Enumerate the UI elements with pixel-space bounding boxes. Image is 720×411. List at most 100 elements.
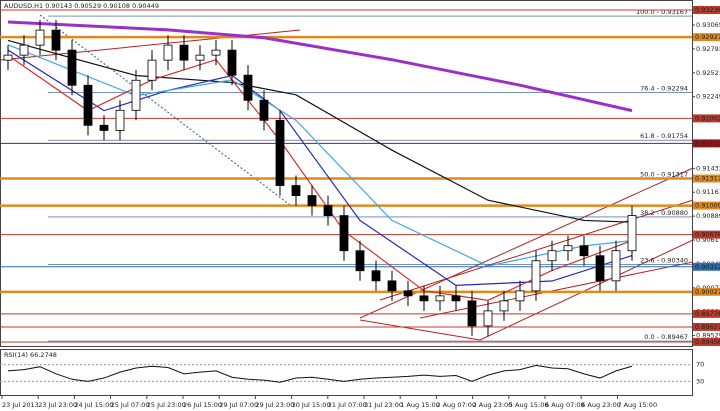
level-label-bg — [693, 114, 720, 123]
candle-body — [243, 74, 253, 101]
level-label: 0.89456 — [695, 338, 720, 346]
x-tick-label: 6 Aug 07:00 — [545, 401, 585, 409]
y-tick-label: 0.92249 — [696, 93, 720, 101]
x-tick-label: 2 Aug 23:00 — [473, 401, 513, 409]
moving-average — [7, 20, 633, 113]
fib-label: 23.6 - 0.90340 — [640, 256, 688, 264]
candle-body — [323, 205, 333, 216]
y-tick-label: 0.92793 — [696, 45, 720, 53]
x-tick-label: 31 Jul 07:00 — [328, 401, 367, 409]
rsi-label: RSI(14) 66.2748 — [4, 351, 57, 359]
candle-body — [595, 255, 605, 282]
level-label-bg — [693, 6, 720, 15]
level-label: 0.92002 — [695, 114, 720, 122]
level-label-bg — [693, 309, 720, 318]
y-tick-label: 0.93065 — [696, 21, 720, 29]
level-label-bg — [693, 337, 720, 346]
level-label: 0.90027 — [695, 288, 720, 296]
fib-label: 61.8 - 0.91754 — [640, 132, 688, 140]
main-pane-frame — [0, 0, 693, 347]
x-tick-label: 29 Jul 23:00 — [255, 401, 294, 409]
candle-body — [147, 59, 157, 81]
rsi-pane-frame — [0, 349, 693, 396]
candle-body — [131, 79, 141, 111]
x-tick-label: 23 Jul 2013 — [2, 401, 39, 409]
x-tick-label: 5 Aug 15:00 — [509, 401, 549, 409]
candle-body — [355, 250, 365, 272]
level-label: 0.90678 — [695, 231, 720, 239]
y-tick-label: 0.89529 — [696, 332, 720, 340]
candle-body — [227, 49, 237, 76]
channel-line — [479, 239, 694, 341]
candle-body — [371, 270, 381, 282]
candle-body — [275, 119, 285, 186]
level-label-bg — [693, 322, 720, 331]
x-tick-label: 29 Jul 07:00 — [219, 401, 258, 409]
candle-body — [99, 124, 109, 131]
fib-label: 50.0 - 0.91317 — [640, 171, 688, 179]
level-label: 0.92927 — [695, 33, 720, 41]
level-label: 0.90312 — [695, 263, 720, 271]
candle-body — [195, 54, 205, 61]
candle-body — [579, 245, 589, 257]
candle-body — [307, 195, 317, 206]
candle-body — [259, 99, 269, 121]
level-label-bg — [693, 230, 720, 239]
y-tick-label: 0.91161 — [696, 188, 720, 196]
candle-body — [3, 54, 13, 61]
level-label-bg — [693, 201, 720, 210]
candle-body — [467, 300, 477, 327]
candle-body — [339, 215, 349, 252]
candle-body — [51, 29, 61, 51]
x-tick-label: 31 Jul 23:00 — [364, 401, 403, 409]
x-tick-label: 6 Aug 23:00 — [581, 401, 621, 409]
candle-body — [19, 44, 29, 56]
level-label: 0.91717 — [695, 139, 720, 147]
level-label: 0.89776 — [695, 310, 720, 318]
candle-body — [515, 290, 525, 302]
candle-body — [403, 290, 413, 297]
fib-label: 0.0 - 0.89467 — [644, 333, 688, 341]
level-label: 0.93236 — [695, 6, 720, 14]
candle-body — [35, 29, 45, 46]
candle-body — [435, 295, 445, 302]
trend-line — [359, 319, 481, 341]
candle-body — [115, 109, 125, 131]
x-tick-label: 30 Jul 15:00 — [292, 401, 331, 409]
level-label-bg — [693, 287, 720, 296]
candle-body — [547, 250, 557, 262]
fib-label: 100.0 - 0.93167 — [636, 8, 688, 16]
y-tick-label: 0.91433 — [696, 164, 720, 172]
candle-body — [627, 215, 637, 252]
trend-line — [39, 14, 291, 206]
level-label: 0.89627 — [695, 323, 720, 331]
candle-body — [563, 245, 573, 252]
candle-body — [291, 185, 301, 196]
x-tick-label: 26 Jul 15:00 — [183, 401, 222, 409]
candle-body — [163, 44, 173, 61]
candle-body — [499, 300, 509, 312]
candle-body — [531, 260, 541, 292]
x-tick-label: 2 Aug 07:00 — [436, 401, 476, 409]
x-tick-label: 7 Aug 15:00 — [617, 401, 657, 409]
trend-line — [0, 29, 301, 61]
candle-body — [179, 44, 189, 61]
rsi-line — [7, 364, 633, 383]
level-label-bg — [693, 174, 720, 183]
candle-body — [419, 295, 429, 302]
channel-line — [419, 261, 694, 319]
x-tick-label: 25 Jul 07:00 — [111, 401, 150, 409]
candle-body — [67, 49, 77, 86]
rsi-tick-label: 70 — [696, 361, 704, 369]
y-tick-label: 0.92521 — [696, 69, 720, 77]
rsi-tick-label: 30 — [696, 377, 704, 385]
fib-label: 38.2 - 0.90880 — [640, 209, 688, 217]
fib-label: 76.4 - 0.92294 — [640, 85, 688, 93]
candle-body — [83, 84, 93, 126]
level-label: 0.91317 — [695, 175, 720, 183]
chart-title: AUDUSD,H1 0.90143 0.90529 0.90108 0.9044… — [4, 2, 159, 10]
level-label: 0.91009 — [695, 202, 720, 210]
x-tick-label: 25 Jul 23:00 — [147, 401, 186, 409]
x-tick-label: 1 Aug 15:00 — [400, 401, 440, 409]
